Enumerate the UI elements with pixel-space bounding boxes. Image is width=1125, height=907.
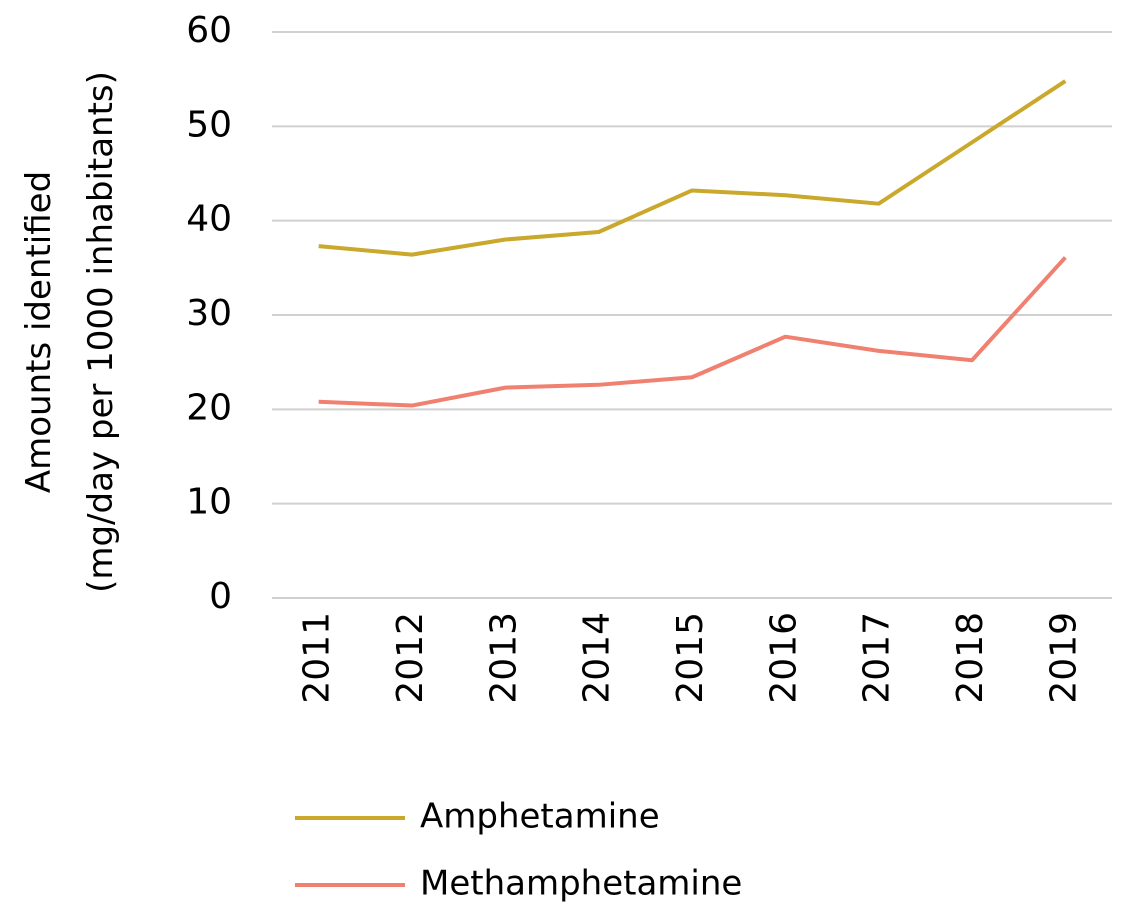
x-tick-label: 2012: [390, 612, 431, 704]
series-line: [318, 79, 1067, 257]
y-tick-label: 50: [186, 104, 232, 145]
x-tick-label: 2015: [670, 612, 711, 704]
legend-label: Methamphetamine: [420, 864, 742, 904]
y-tick-label: 10: [186, 482, 232, 523]
y-tick-label: 60: [186, 10, 232, 51]
x-tick-label: 2011: [297, 612, 338, 704]
x-tick-label: 2016: [763, 612, 804, 704]
y-tick-label: 40: [186, 199, 232, 240]
legend-label: Amphetamine: [420, 797, 660, 837]
y-tick-label: 30: [186, 293, 232, 334]
y-axis-label: Amounts identified: [19, 171, 59, 493]
series-line: [318, 256, 1067, 408]
y-axis-label: (mg/day per 1000 inhabitants): [81, 71, 121, 593]
x-tick-label: 2019: [1043, 612, 1084, 704]
x-tick-label: 2014: [577, 612, 618, 704]
x-tick-label: 2018: [950, 612, 991, 704]
x-tick-label: 2017: [857, 612, 898, 704]
y-tick-label: 0: [209, 576, 232, 617]
y-tick-label: 20: [186, 387, 232, 428]
x-tick-label: 2013: [483, 612, 524, 704]
